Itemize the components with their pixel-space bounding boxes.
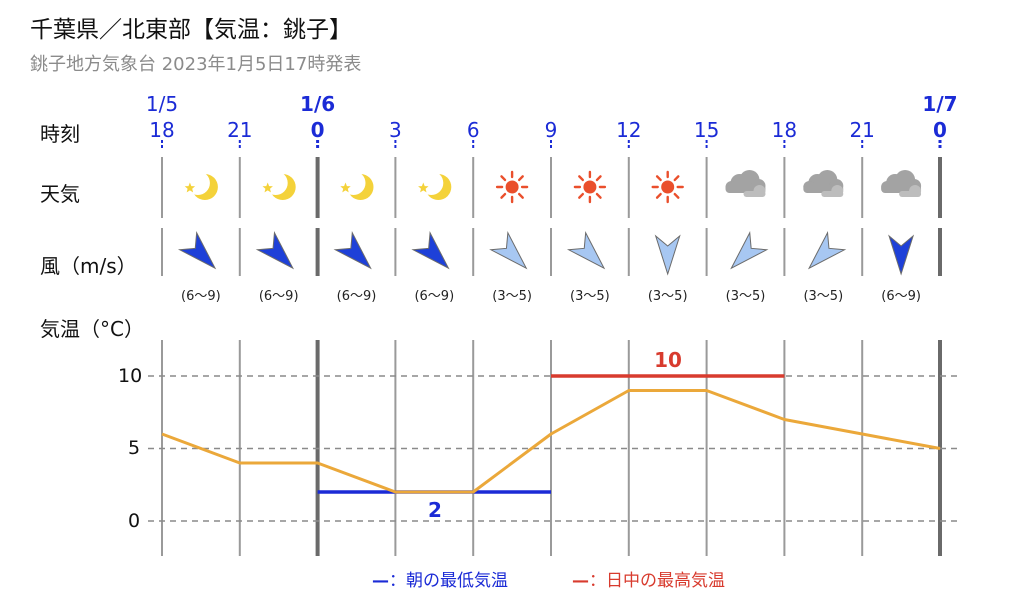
- wind-arrow-shape: [489, 231, 528, 270]
- wind-arrow-shape: [411, 231, 450, 270]
- wind-arrow-shape: [654, 234, 681, 276]
- moon-cut: [185, 171, 210, 195]
- wind-speed-label: (3～5): [725, 289, 766, 304]
- wind-arrow-shape: [566, 231, 606, 270]
- wind-arrow-icon: [333, 231, 372, 270]
- wind-speed-label: (3～5): [803, 289, 844, 304]
- cloudy-icon: [725, 170, 766, 197]
- cloudy-icon: [803, 170, 844, 197]
- clear-night-icon: [184, 171, 218, 200]
- wind-arrow-shape: [177, 231, 217, 270]
- legend-min-label: ：朝の最低気温: [389, 571, 508, 591]
- wind-arrow-icon: [411, 231, 450, 270]
- sun-ray: [578, 192, 585, 199]
- y-tick-label: 5: [128, 437, 141, 459]
- weather-row-label: 天気: [40, 182, 80, 206]
- legend-min-temp: —：朝の最低気温: [372, 566, 508, 591]
- sun-ray: [517, 175, 524, 182]
- sun-ray: [500, 192, 507, 199]
- wind-arrow-icon: [566, 231, 606, 270]
- wind-arrow-icon: [807, 231, 847, 270]
- star-shape: [340, 182, 351, 193]
- wind-speed-label: (6～9): [258, 289, 299, 304]
- legend-max-label: ：日中の最高気温: [589, 571, 725, 591]
- time-row-label: 時刻: [40, 122, 80, 146]
- sun-ray: [673, 175, 680, 182]
- wind-speed-label: (3～5): [570, 289, 610, 304]
- wind-arrow-shape: [888, 234, 915, 276]
- issued-by-subtitle: 銚子地方気象台 2023年1月5日17時発表: [30, 54, 362, 75]
- cloud-base: [821, 191, 844, 197]
- wind-arrow-icon: [255, 231, 295, 270]
- sunny-icon: [573, 170, 607, 204]
- moon-cut: [419, 171, 444, 195]
- cloudy-icon: [881, 170, 922, 197]
- wind-arrow-icon: [177, 231, 217, 270]
- wind-arrow-shape: [333, 231, 372, 270]
- hour-label: 18: [149, 118, 175, 142]
- cloud-base: [899, 191, 922, 197]
- sun-core: [505, 180, 519, 194]
- sun-ray: [517, 192, 524, 199]
- wind-arrow-shape: [255, 231, 295, 270]
- hour-label: 15: [693, 118, 720, 142]
- page-title: 千葉県／北東部【気温：銚子】: [30, 17, 352, 43]
- hour-label: 3: [389, 118, 402, 142]
- max-temp-label: 10: [654, 348, 682, 372]
- temperature-line: [161, 389, 941, 494]
- sun-core: [583, 180, 597, 194]
- date-label: 1/7: [922, 92, 958, 116]
- moon-cut: [263, 171, 288, 195]
- legend-max-temp: —：日中の最高気温: [572, 566, 725, 591]
- wind-arrow-icon: [489, 231, 528, 270]
- moon-cut: [341, 171, 366, 195]
- legend-min-swatch: —: [372, 571, 389, 591]
- date-label: 1/6: [300, 92, 336, 116]
- hour-label: 18: [771, 118, 798, 142]
- wind-arrow-icon: [654, 234, 681, 276]
- sun-ray: [655, 175, 662, 182]
- hour-label: 0: [933, 118, 947, 142]
- wind-speed-label: (3～5): [492, 289, 532, 304]
- sun-ray: [673, 192, 680, 199]
- star-shape: [418, 182, 429, 193]
- wind-speed-label: (6～9): [881, 289, 921, 304]
- sun-core: [661, 180, 675, 194]
- sun-ray: [655, 192, 662, 199]
- wind-speed-label: (6～9): [181, 289, 221, 304]
- wind-row-label: 風（m/s）: [40, 254, 137, 278]
- wind-arrow-icon: [730, 231, 769, 270]
- legend-max-swatch: —: [572, 571, 589, 591]
- hour-label: 6: [466, 118, 480, 142]
- hour-label: 21: [227, 118, 253, 142]
- hour-label: 21: [849, 118, 875, 142]
- sunny-icon: [495, 170, 529, 204]
- min-temp-label: 2: [428, 498, 442, 522]
- clear-night-icon: [340, 171, 374, 200]
- sunny-icon: [651, 170, 684, 204]
- wind-speed-label: (6～9): [336, 289, 377, 304]
- star-shape: [184, 182, 196, 193]
- hour-label: 0: [310, 118, 325, 142]
- star-shape: [262, 182, 273, 193]
- date-label: 1/5: [145, 92, 179, 116]
- wind-speed-label: (3～5): [647, 289, 688, 304]
- y-tick-label: 10: [118, 365, 143, 387]
- y-tick-label: 0: [128, 510, 141, 532]
- wind-arrow-icon: [888, 234, 915, 276]
- wind-arrow-shape: [807, 231, 847, 270]
- hour-label: 12: [616, 118, 642, 142]
- sun-ray: [578, 175, 585, 182]
- sun-ray: [595, 192, 602, 199]
- wind-speed-label: (6～9): [414, 289, 455, 304]
- sun-ray: [500, 175, 507, 182]
- cloud-base: [743, 191, 766, 197]
- clear-night-icon: [262, 171, 296, 200]
- hour-label: 9: [544, 118, 558, 142]
- clear-night-icon: [418, 171, 452, 200]
- sun-ray: [595, 175, 602, 182]
- temperature-row-label: 気温（°C）: [40, 317, 144, 341]
- wind-arrow-shape: [730, 231, 769, 270]
